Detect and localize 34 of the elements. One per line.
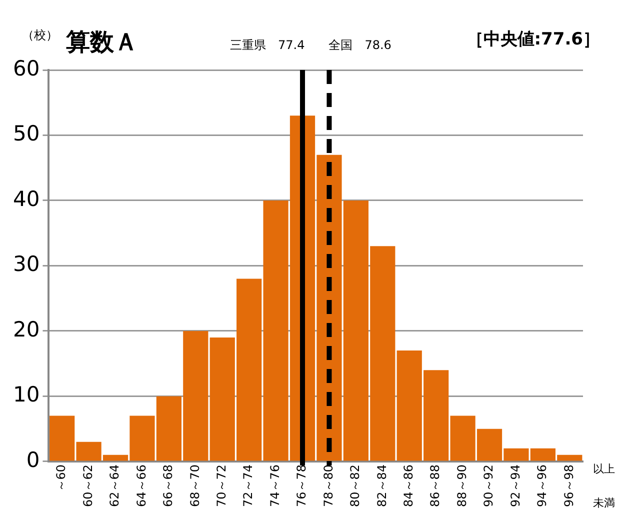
y-tick-label: 50	[12, 122, 40, 146]
x-tick-label: 82～84	[374, 464, 389, 508]
ref-line-label: 三重県 77.4	[230, 38, 305, 52]
x-tick-label: 62～64	[108, 464, 122, 508]
y-tick-label: 40	[12, 186, 40, 211]
x-tick-label: 74～76	[268, 464, 282, 508]
x-tick-label: 80～82	[348, 464, 362, 508]
y-tick-label: 0	[26, 448, 40, 472]
x-tick-label: 72～74	[241, 464, 256, 508]
x-tick-label: 84～86	[401, 464, 416, 508]
y-tick-label: 30	[12, 252, 40, 276]
y-axis-title: （校）	[22, 28, 58, 42]
x-tick-label: 96～98	[562, 464, 576, 508]
y-tick-label: 10	[12, 382, 40, 407]
x-tick-label: 88～90	[454, 464, 469, 508]
chart-title: 算数Ａ	[65, 28, 138, 56]
x-tick-label: 92～94	[508, 464, 522, 508]
x-tick-label: 66～68	[161, 464, 176, 508]
ref-line-label: 全国 78.6	[328, 38, 392, 52]
x-tick-label: 78～80	[321, 464, 336, 508]
x-tick-label: 68～70	[188, 464, 202, 508]
text: 未満	[593, 496, 615, 510]
y-tick-label: 60	[12, 56, 40, 80]
x-tick-label: 64～66	[134, 464, 148, 508]
x-tick-label: 60～62	[80, 464, 95, 508]
x-tick-label: 70～72	[214, 464, 228, 508]
x-tick-label: 86～88	[428, 464, 442, 508]
x-tick-label: ～60	[54, 464, 68, 492]
text: 以上	[593, 462, 615, 476]
x-tick-label: 76～78	[294, 464, 309, 508]
x-tick-label: 94～96	[535, 464, 550, 508]
text: ［中央値:77.6］	[466, 29, 600, 50]
y-tick-label: 20	[12, 317, 40, 342]
x-tick-label: 90～92	[482, 464, 496, 508]
